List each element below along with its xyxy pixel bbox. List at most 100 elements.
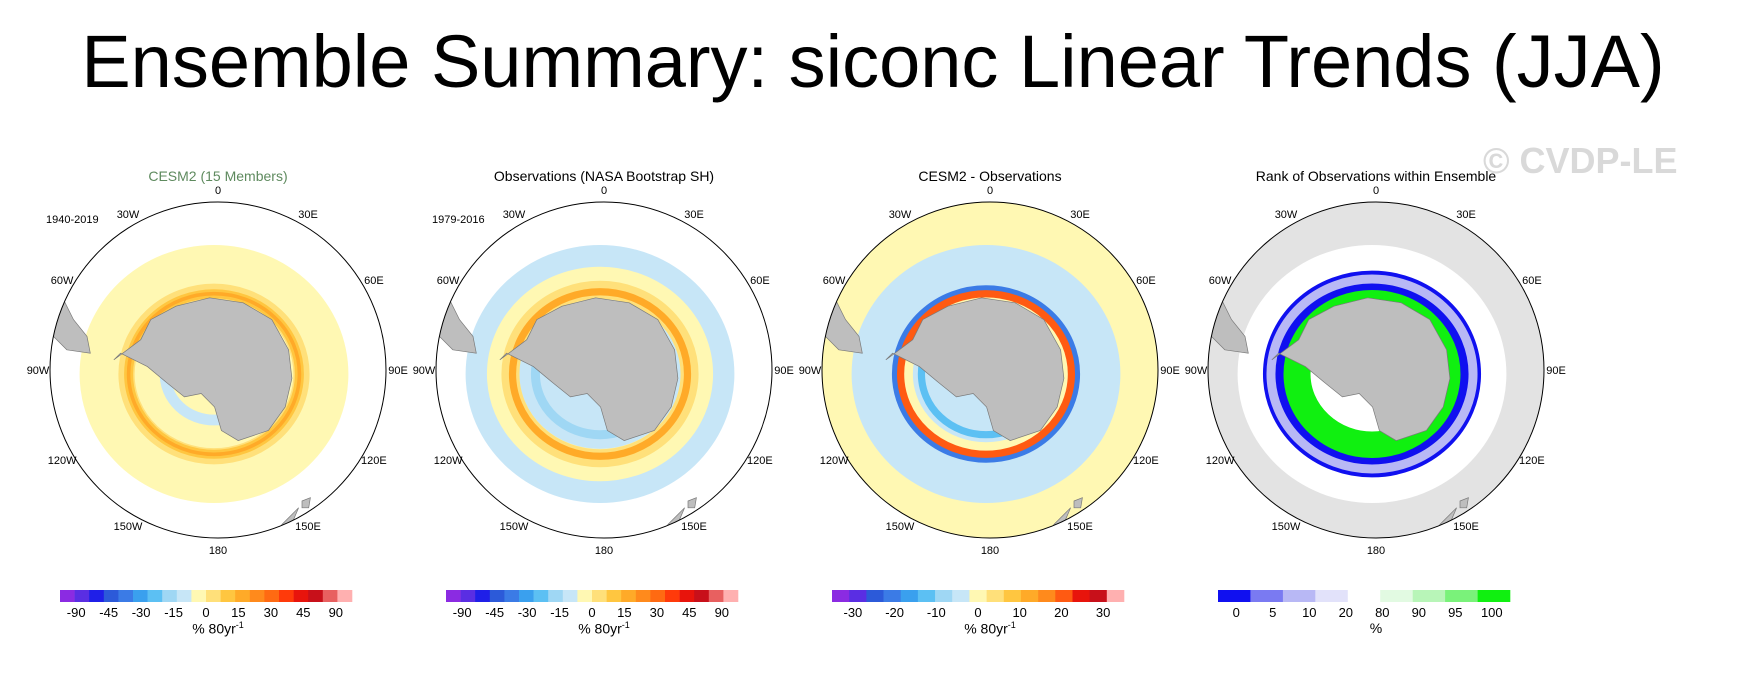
colorbar-swatch (952, 590, 970, 602)
longitude-label: 30W (503, 209, 526, 221)
colorbar-swatch (235, 590, 251, 602)
colorbar-label: 20 (1339, 605, 1353, 620)
colorbar-swatch (60, 590, 75, 602)
colorbar-swatch (986, 590, 1005, 602)
longitude-label: 150E (295, 521, 321, 533)
longitude-label: 30E (1070, 209, 1090, 221)
colorbar: -90 -45 -30 -15 0 15 30 45 90 (446, 590, 739, 620)
figure-title: Ensemble Summary: siconc Linear Trends (… (81, 20, 1665, 103)
polar-map: 0 30E 60E 90E 120E 150E 180 150W 120W 90W 60W 30W (27, 185, 408, 557)
colorbar-swatch (708, 590, 724, 602)
colorbar-label: 90 (329, 605, 343, 620)
colorbar-swatch (1347, 590, 1381, 602)
colorbar-swatch (883, 590, 901, 602)
colorbar-swatch (220, 590, 236, 602)
colorbar-swatch (1003, 590, 1022, 602)
colorbar-label: 15 (231, 605, 245, 620)
panel-title: CESM2 - Observations (918, 168, 1062, 184)
colorbar-swatch (1282, 590, 1316, 602)
colorbar-swatch (665, 590, 680, 602)
trend-band (891, 285, 1081, 463)
colorbar-swatch (103, 590, 119, 602)
trend-band (508, 288, 692, 460)
longitude-label: 90W (1185, 365, 1208, 377)
longitude-label: 120W (820, 455, 849, 467)
trend-band (1262, 270, 1482, 478)
units-text: % 80yr (578, 620, 622, 637)
colorbar-swatch (562, 590, 578, 602)
longitude-label: 90E (1546, 365, 1566, 377)
antarctica-land (885, 297, 1065, 441)
colorbar-swatch (337, 590, 353, 602)
colorbar: 0 5 10 20 80 90 95 100 (1218, 590, 1511, 620)
tasmania-land (687, 497, 697, 509)
colorbar-label: -15 (164, 605, 183, 620)
longitude-label: 180 (981, 545, 999, 557)
colorbar-swatch (1218, 590, 1251, 602)
panel-difference: CESM2 - Observations 0 30E 60E 90E 120E 150E 1… (772, 160, 1208, 670)
longitude-label: 90E (774, 365, 794, 377)
colorbar-swatch (249, 590, 265, 602)
colorbar-label: 10 (1012, 605, 1026, 620)
colorbar-swatch (191, 590, 207, 602)
colorbar-swatch (1445, 590, 1478, 602)
colorbar-swatch (1315, 590, 1348, 602)
colorbar-label: 5 (1269, 605, 1276, 620)
longitude-label: 180 (209, 545, 227, 557)
colorbar-swatch (308, 590, 324, 602)
longitude-label: 30W (117, 209, 140, 221)
longitude-label: 120E (1519, 455, 1545, 467)
units-exponent: -1 (1007, 620, 1016, 630)
colorbar-label: -45 (99, 605, 118, 620)
colorbar: -30 -20 -10 0 10 20 30 (832, 590, 1125, 620)
polar-map: 0 30E 60E 90E 120E 150E 180 150W 120W 90W 60W 30W (1185, 185, 1566, 557)
longitude-label: 0 (601, 185, 607, 197)
colorbar-label: 10 (1302, 605, 1316, 620)
units-text: % 80yr (192, 620, 236, 637)
longitude-label: 120E (1133, 455, 1159, 467)
colorbar-swatch (1020, 590, 1039, 602)
colorbar-swatch (206, 590, 221, 602)
longitude-label: 150E (681, 521, 707, 533)
colorbar-label: -90 (67, 605, 86, 620)
colorbar-swatch (446, 590, 461, 602)
colorbar-swatch (548, 590, 564, 602)
colorbar-swatch (533, 590, 549, 602)
colorbar-swatch (118, 590, 134, 602)
colorbar-label: 20 (1054, 605, 1068, 620)
panel-observations: Observations (NASA Bootstrap SH) 1979-20… (386, 160, 822, 670)
tasmania-land (1073, 497, 1083, 509)
longitude-label: 90E (388, 365, 408, 377)
colorbar-swatch (293, 590, 309, 602)
colorbar-swatch (917, 590, 936, 602)
trend-band (896, 290, 1076, 458)
longitude-label: 90W (799, 365, 822, 377)
colorbar-swatch (74, 590, 90, 602)
longitude-label: 120W (48, 455, 77, 467)
colorbar-swatch (1072, 590, 1090, 602)
longitude-label: 120W (434, 455, 463, 467)
map-boundary (435, 201, 773, 539)
colorbar-label: -15 (550, 605, 569, 620)
panel-title: Rank of Observations within Ensemble (1255, 168, 1497, 184)
units-text: % (1369, 620, 1383, 636)
longitude-label: 60E (750, 275, 770, 287)
colorbar-swatch (504, 590, 520, 602)
panel-title: Observations (NASA Bootstrap SH) (493, 168, 715, 184)
trend-band (126, 291, 302, 457)
colorbar-label: 0 (1233, 605, 1240, 620)
colorbar-swatch (1477, 590, 1511, 602)
colorbar-swatch (849, 590, 867, 602)
colorbar-swatch (89, 590, 105, 602)
colorbar-units: % (1158, 620, 1594, 636)
colorbar-label: 100 (1481, 605, 1503, 620)
units-text: % 80yr (964, 620, 1008, 637)
colorbar-swatch (606, 590, 622, 602)
colorbar-label: -45 (485, 605, 504, 620)
colorbar-swatch (162, 590, 178, 602)
longitude-label: 60E (1136, 275, 1156, 287)
longitude-label: 180 (1367, 545, 1385, 557)
colorbar-swatch (489, 590, 505, 602)
polar-map: 0 30E 60E 90E 120E 150E 180 150W 120W 90W 60W 30W (413, 185, 794, 557)
colorbar-swatch (577, 590, 593, 602)
